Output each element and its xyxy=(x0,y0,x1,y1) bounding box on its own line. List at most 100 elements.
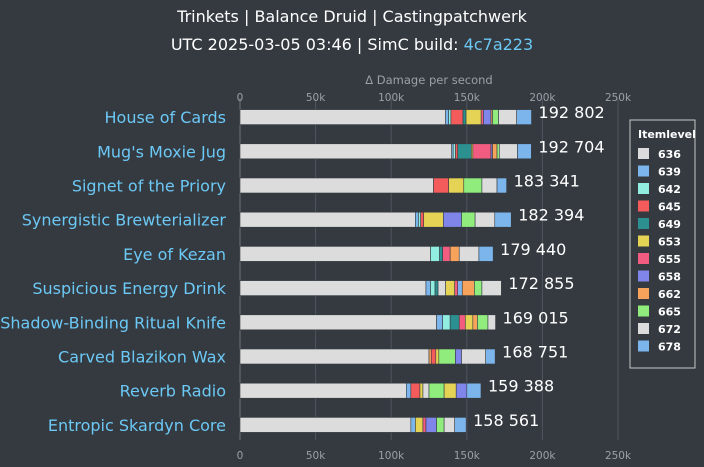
bar-segment[interactable] xyxy=(481,280,502,296)
bar-segment[interactable] xyxy=(433,177,449,194)
bar-segment[interactable] xyxy=(455,143,459,160)
bar-segment[interactable] xyxy=(436,417,445,433)
bar-segment[interactable] xyxy=(455,348,462,365)
legend-label[interactable]: 658 xyxy=(658,271,681,284)
bar-segment[interactable] xyxy=(472,314,478,331)
bar-segment[interactable] xyxy=(461,211,476,228)
legend-swatch[interactable] xyxy=(638,340,649,352)
bar-segment[interactable] xyxy=(465,109,482,125)
bar-segment[interactable] xyxy=(449,314,460,331)
category-label[interactable]: Carved Blazikon Wax xyxy=(58,348,226,367)
bar-segment[interactable] xyxy=(461,348,486,365)
bar-segment[interactable] xyxy=(492,143,498,160)
bar-segment[interactable] xyxy=(454,280,459,296)
bar-segment[interactable] xyxy=(450,109,464,125)
bar-segment[interactable] xyxy=(437,280,446,296)
legend-swatch[interactable] xyxy=(638,165,649,177)
bar-segment[interactable] xyxy=(517,143,532,160)
bar-segment[interactable] xyxy=(438,348,456,365)
category-label[interactable]: Shadow-Binding Ritual Knife xyxy=(0,313,226,332)
bar-segment[interactable] xyxy=(449,246,460,262)
bar-segment[interactable] xyxy=(492,109,499,125)
bar-segment[interactable] xyxy=(410,417,416,433)
bar-segment[interactable] xyxy=(477,314,489,331)
legend-swatch[interactable] xyxy=(638,323,649,334)
bar-segment[interactable] xyxy=(448,109,452,125)
bar-segment[interactable] xyxy=(239,143,452,160)
bar-segment[interactable] xyxy=(481,177,498,194)
legend-label[interactable]: 639 xyxy=(658,166,681,179)
bar-segment[interactable] xyxy=(415,417,424,433)
bar-segment[interactable] xyxy=(415,211,419,228)
bar-segment[interactable] xyxy=(487,314,496,331)
bar-segment[interactable] xyxy=(443,382,457,399)
bar-segment[interactable] xyxy=(445,280,456,296)
legend-label[interactable]: 662 xyxy=(658,288,681,301)
bar-segment[interactable] xyxy=(494,211,512,228)
legend-swatch[interactable] xyxy=(638,288,649,299)
bar-segment[interactable] xyxy=(455,382,468,399)
legend-swatch[interactable] xyxy=(638,253,649,264)
legend-swatch[interactable] xyxy=(638,305,649,317)
legend-swatch[interactable] xyxy=(638,200,649,212)
bar-segment[interactable] xyxy=(420,211,425,228)
bar-segment[interactable] xyxy=(499,143,518,160)
bar-segment[interactable] xyxy=(462,109,467,125)
bar-segment[interactable] xyxy=(425,417,437,433)
bar-segment[interactable] xyxy=(430,348,437,365)
category-label[interactable]: House of Cards xyxy=(105,108,227,127)
bar-segment[interactable] xyxy=(496,143,500,160)
legend-label[interactable]: 655 xyxy=(658,253,681,266)
bar-segment[interactable] xyxy=(463,177,483,194)
bar-segment[interactable] xyxy=(430,246,440,262)
category-label[interactable]: Suspicious Energy Drink xyxy=(32,279,226,298)
bar-segment[interactable] xyxy=(461,280,475,296)
bar-segment[interactable] xyxy=(474,211,496,228)
bar-segment[interactable] xyxy=(442,314,451,331)
bar-segment[interactable] xyxy=(466,382,482,399)
bar-segment[interactable] xyxy=(458,246,480,262)
bar-segment[interactable] xyxy=(435,348,440,365)
bar-segment[interactable] xyxy=(239,382,407,399)
bar-segment[interactable] xyxy=(516,109,532,125)
bar-segment[interactable] xyxy=(239,211,416,228)
bar-segment[interactable] xyxy=(439,246,443,262)
bar-segment[interactable] xyxy=(485,348,496,365)
bar-segment[interactable] xyxy=(478,246,494,262)
bar-segment[interactable] xyxy=(428,382,445,399)
category-label[interactable]: Signet of the Priory xyxy=(72,177,226,196)
bar-segment[interactable] xyxy=(445,109,449,125)
bar-segment[interactable] xyxy=(418,211,421,228)
legend-label[interactable]: 672 xyxy=(658,323,681,336)
legend-swatch[interactable] xyxy=(638,148,649,159)
legend-label[interactable]: 645 xyxy=(658,201,681,214)
category-label[interactable]: Synergistic Brewterializer xyxy=(22,211,227,230)
bar-segment[interactable] xyxy=(239,314,437,331)
category-label[interactable]: Mug's Moxie Jug xyxy=(97,142,226,161)
bar-segment[interactable] xyxy=(419,382,424,399)
bar-segment[interactable] xyxy=(452,143,456,160)
bar-segment[interactable] xyxy=(239,417,412,433)
legend-swatch[interactable] xyxy=(638,270,649,282)
bar-segment[interactable] xyxy=(474,280,483,296)
legend-label[interactable]: 665 xyxy=(658,306,681,319)
bar-segment[interactable] xyxy=(458,314,466,331)
bar-segment[interactable] xyxy=(239,246,431,262)
category-label[interactable]: Entropic Skardyn Core xyxy=(48,416,226,435)
bar-segment[interactable] xyxy=(422,417,427,433)
bar-segment[interactable] xyxy=(457,280,463,296)
bar-segment[interactable] xyxy=(434,280,439,296)
bar-segment[interactable] xyxy=(454,417,467,433)
bar-segment[interactable] xyxy=(496,177,507,194)
legend-label[interactable]: 678 xyxy=(658,341,681,354)
bar-segment[interactable] xyxy=(480,109,484,125)
bar-segment[interactable] xyxy=(442,246,451,262)
simc-build-link[interactable]: 4c7a223 xyxy=(464,35,534,54)
bar-segment[interactable] xyxy=(443,211,462,228)
bar-segment[interactable] xyxy=(239,177,434,194)
bar-segment[interactable] xyxy=(423,211,444,228)
bar-segment[interactable] xyxy=(436,314,443,331)
bar-segment[interactable] xyxy=(422,382,430,399)
bar-segment[interactable] xyxy=(443,417,456,433)
legend-swatch[interactable] xyxy=(638,235,649,247)
